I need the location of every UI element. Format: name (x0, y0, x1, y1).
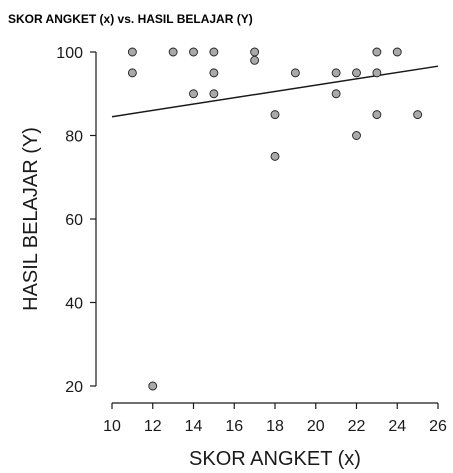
y-tick-label: 20 (65, 379, 83, 396)
data-point (250, 55, 260, 65)
data-point (127, 68, 137, 78)
y-tick-label: 40 (65, 296, 83, 313)
data-point (209, 68, 219, 78)
data-point (168, 47, 178, 57)
x-tick-label: 14 (185, 418, 203, 435)
y-tick-label: 100 (56, 45, 83, 62)
data-point (392, 47, 402, 57)
y-tick-label: 80 (65, 129, 83, 146)
data-point (352, 68, 361, 78)
x-tick-label: 22 (348, 418, 366, 435)
data-point (413, 110, 423, 120)
data-point (290, 68, 300, 78)
trend-line (111, 65, 439, 118)
data-point (372, 68, 382, 78)
x-tick-label: 12 (144, 418, 162, 435)
chart-title: SKOR ANGKET (x) vs. HASIL BELAJAR (Y) (8, 12, 253, 26)
data-point (209, 89, 219, 99)
x-tick-label: 26 (429, 418, 447, 435)
x-tick-label: 16 (225, 418, 243, 435)
y-tick-label: 60 (65, 212, 83, 229)
data-point (270, 151, 280, 161)
x-tick-label: 10 (103, 418, 121, 435)
data-point (189, 47, 198, 57)
data-point (331, 68, 341, 78)
data-point (372, 47, 382, 57)
data-point (148, 381, 158, 391)
x-tick-label: 20 (307, 418, 325, 435)
data-point (270, 110, 280, 120)
data-point (372, 110, 382, 120)
x-tick-label: 18 (266, 418, 284, 435)
data-point (250, 47, 260, 57)
data-point (127, 47, 137, 57)
data-point (352, 131, 361, 140)
y-axis-title: HASIL BELAJAR (Y) (20, 127, 42, 311)
data-point (189, 89, 198, 99)
x-tick-label: 24 (388, 418, 406, 435)
x-axis-title: SKOR ANGKET (x) (189, 448, 361, 470)
data-point (209, 47, 219, 57)
data-point (331, 89, 341, 99)
